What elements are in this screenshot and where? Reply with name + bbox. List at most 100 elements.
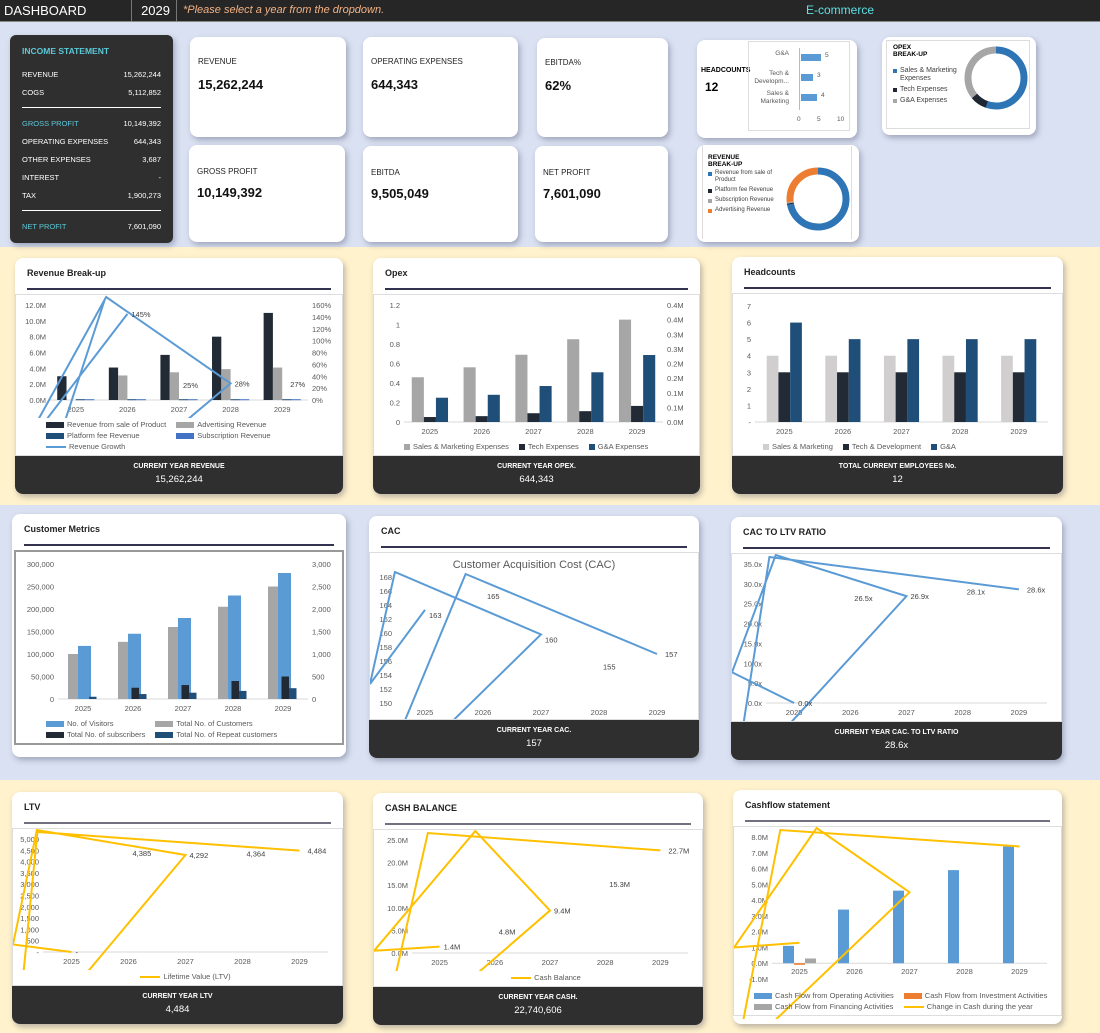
is-label: INTEREST <box>22 172 60 182</box>
donut-slice <box>964 46 1028 110</box>
bar <box>907 339 920 422</box>
legend-label: G&A <box>940 442 956 451</box>
x-axis-tick-label: 2029 <box>1010 427 1027 436</box>
chart-area: - 1 2 3 4 5 6 7 2025 2026 2027 2028 2029 Sales & Mark… <box>732 293 1063 456</box>
y-axis-tick-label: 0 <box>50 695 54 704</box>
legend-swatch <box>763 443 769 450</box>
income-statement-title: INCOME STATEMENT <box>22 46 110 56</box>
legend-label: Total No. of subscribers <box>67 730 146 739</box>
y-axis-tick-label: 20.0M <box>387 859 408 868</box>
legend-swatch <box>46 432 64 439</box>
opex-breakup-card: OPEX BREAK-UP Sales & Marketing Expenses… <box>882 37 1036 135</box>
legend-item: G&A <box>931 442 956 451</box>
bar <box>128 633 141 699</box>
legend-item: Cash Balance <box>511 973 581 982</box>
series-line <box>734 827 1020 1019</box>
legend-label: Total No. of Repeat customers <box>176 730 278 739</box>
y-axis-tick-label: 168 <box>379 573 392 582</box>
year-dropdown[interactable]: 2029 <box>132 0 177 21</box>
is-row-other-expenses: OTHER EXPENSES 3,687 <box>22 150 161 168</box>
legend-label: Tech & Development <box>851 442 922 451</box>
legend-label: Cash Flow from Investment Activities <box>924 991 1048 1000</box>
kpi-value: 644,343 <box>371 77 418 92</box>
x-axis-tick-label: 2025 <box>422 427 439 436</box>
year-hint: *Please select a year from the dropdown. <box>183 4 385 16</box>
y-axis-tick-label: 15.0x <box>744 639 763 648</box>
footer-label: CURRENT YEAR OPEX. <box>497 463 576 470</box>
kpi-ebitda: EBITDA 9,505,049 <box>363 146 518 242</box>
x-axis-tick-label: 2026 <box>473 427 490 436</box>
bar <box>228 595 241 699</box>
y2-axis-tick-label: 60% <box>312 360 327 369</box>
legend-swatch <box>708 188 712 193</box>
x-axis-tick-label: 2027 <box>177 957 194 966</box>
y2-axis-tick-label: 3,000 <box>312 560 331 569</box>
kpi-value: 15,262,244 <box>198 77 264 92</box>
y-axis-tick-label: 5.0M <box>751 880 768 889</box>
is-label: COGS <box>22 87 45 97</box>
data-label: 26.5x <box>854 594 873 603</box>
bar <box>794 963 805 965</box>
x-axis-tick-label: 2028 <box>597 958 614 967</box>
data-label: 4,364 <box>247 849 266 858</box>
legend-label: Advertising Revenue <box>715 206 771 213</box>
bar <box>825 355 838 422</box>
y-axis-tick-label: 0.8 <box>390 340 400 349</box>
y2-axis-tick-label: 0.1M <box>667 403 684 412</box>
bar <box>778 372 791 422</box>
legend-swatch <box>518 443 525 450</box>
legend-label: Platform fee Revenue <box>715 186 774 193</box>
cac-ltv-ratio-chart: 0.0x5.0x10.0x15.0x20.0x25.0x30.0x35.0x20… <box>732 554 1047 721</box>
donut-slice <box>786 167 850 231</box>
legend-item: Subscription Revenue <box>176 431 271 440</box>
x-axis-tick-label: 2026 <box>486 958 503 967</box>
x-axis-tick-label: 2025 <box>67 405 84 414</box>
x-axis-tick-label: 2026 <box>835 427 852 436</box>
footer-value: 4,484 <box>165 1004 190 1015</box>
bar <box>790 322 802 422</box>
kpi-value: 9,505,049 <box>371 186 429 201</box>
opex-card: Opex 0 0.2 0.4 0.6 0.8 1 1.2 0.0M 0.1M 0.1M 0.2M 0.… <box>373 258 700 494</box>
legend-label: G&A Expenses <box>900 97 948 105</box>
revenue-breakup-title: REVENUE BREAK-UP <box>708 154 743 168</box>
footer-label: CURRENT YEAR REVENUE <box>133 463 225 470</box>
bar <box>487 394 500 422</box>
kpi-operating-expenses: OPERATING EXPENSES 644,343 <box>363 37 518 137</box>
chart-legend: Cash Flow from Operating Activities Cash … <box>734 989 1061 1015</box>
is-row-interest: INTEREST - <box>22 168 161 186</box>
y-axis-tick-label: 6 <box>747 319 751 328</box>
donut-legend-item: G&A Expenses <box>893 97 963 105</box>
chart-area: -500 1,000 1,500 2,000 2,500 3,000 3,500 4,000 4… <box>12 828 343 986</box>
y-axis-tick-label: 50,000 <box>31 673 54 682</box>
card-footer: TOTAL CURRENT EMPLOYEES No. 12 <box>732 456 1063 494</box>
bar <box>1024 339 1037 422</box>
legend-label: Subscription Revenue <box>715 196 774 203</box>
card-title: Revenue Break-up <box>27 268 331 290</box>
chart-legend: Lifetime Value (LTV) <box>13 970 342 985</box>
data-label: 160 <box>545 635 558 644</box>
y-axis-tick-label: 162 <box>379 615 392 624</box>
bar <box>85 399 95 401</box>
legend-label: Tech Expenses <box>527 442 579 451</box>
y-axis-tick-label: 6.0M <box>751 865 768 874</box>
bar <box>567 339 580 422</box>
bar <box>539 386 552 422</box>
y-axis-tick-label: 160 <box>379 629 392 638</box>
company-name: E-commerce <box>805 3 874 17</box>
y-axis-tick-label: 1 <box>747 401 751 410</box>
legend-item: Total No. of Customers <box>155 719 277 728</box>
hc-mini-row: Tech & Developm... 3 <box>749 70 849 88</box>
kpi-label: HEADCOUNTS <box>701 67 751 74</box>
y-axis-tick-label: 3,500 <box>20 869 39 878</box>
y-axis-tick-label: 150,000 <box>27 628 54 637</box>
kpi-value: 62% <box>545 78 572 93</box>
hc-mini-label: Tech & Developm... <box>754 70 789 85</box>
y2-axis-tick-label: 0 <box>312 695 316 704</box>
series-line <box>38 295 233 418</box>
revenue-breakup-legend: Revenue from sale of Product Platform fee… <box>708 170 788 216</box>
y-axis-tick-label: 10.0M <box>387 904 408 913</box>
x-axis-tick-label: 2028 <box>577 427 594 436</box>
legend-label: Sales & Marketing Expenses <box>413 442 509 451</box>
is-row-net-profit: NET PROFIT 7,601,090 <box>22 217 161 235</box>
is-value: - <box>158 172 162 182</box>
